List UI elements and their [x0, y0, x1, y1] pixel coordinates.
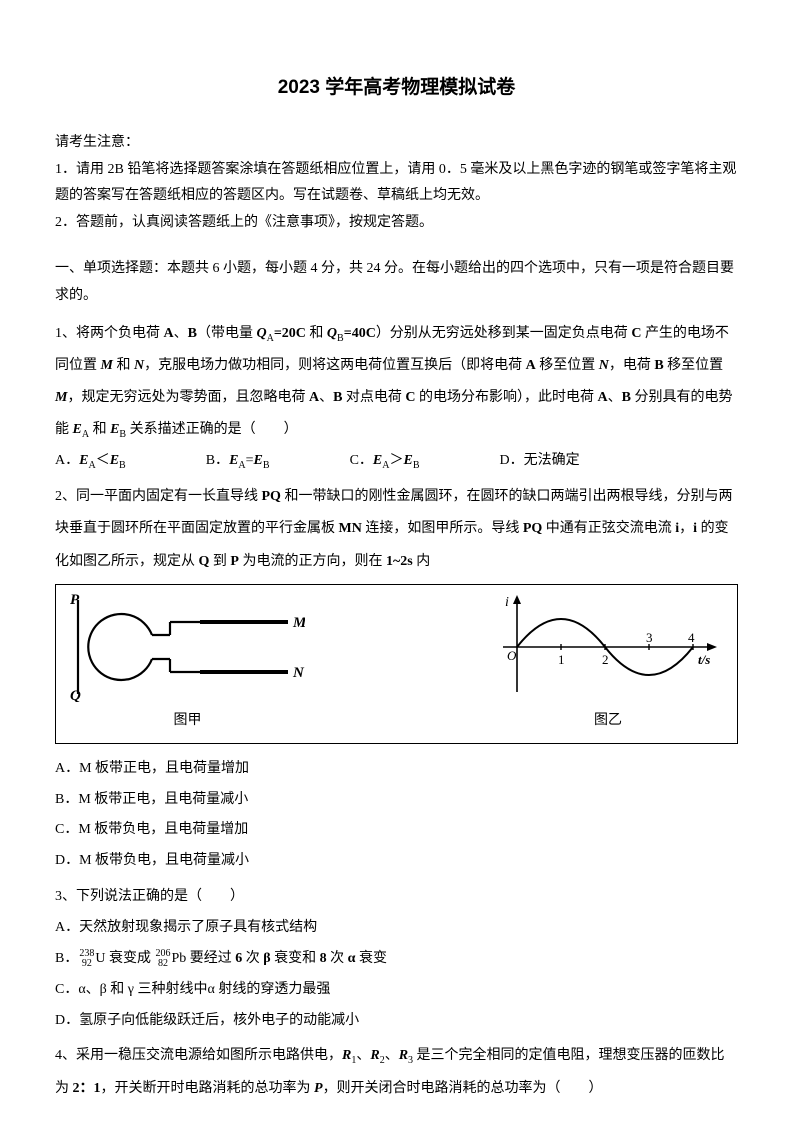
- figure-right-label: 图乙: [594, 708, 622, 735]
- q2-option-a: A．M 板带正电，且电荷量增加: [55, 754, 738, 785]
- axis-t-label: t/s: [698, 652, 710, 667]
- notice-line-2: 2．答题前，认真阅读答题纸上的《注意事项》，按规定答题。: [55, 210, 738, 237]
- label-Q: Q: [70, 688, 81, 702]
- question-2-options: A．M 板带正电，且电荷量增加 B．M 板带正电，且电荷量减小 C．M 板带负电…: [55, 754, 738, 877]
- notice-header: 请考生注意：: [55, 130, 738, 157]
- question-2-figure: P Q M N 图甲: [55, 584, 738, 744]
- circuit-diagram-icon: P Q M N: [70, 592, 305, 702]
- q1-option-b: B．EA=EB: [206, 446, 270, 477]
- tick-3: 3: [646, 630, 653, 645]
- label-P: P: [70, 592, 80, 608]
- question-2-stem: 2、同一平面内固定有一长直导线 PQ 和一带缺口的刚性金属圆环，在圆环的缺口两端…: [55, 481, 738, 578]
- figure-left-label: 图甲: [174, 708, 202, 735]
- question-4: 4、采用一稳压交流电源给如图所示电路供电，R1、R2、R3 是三个完全相同的定值…: [55, 1040, 738, 1104]
- question-3-stem: 3、下列说法正确的是（ ）: [55, 881, 738, 913]
- question-1-options: A．EA＜EB B．EA=EB C．EA＞EB D．无法确定: [55, 446, 738, 477]
- label-M: M: [292, 615, 305, 631]
- question-2: 2、同一平面内固定有一长直导线 PQ 和一带缺口的刚性金属圆环，在圆环的缺口两端…: [55, 481, 738, 877]
- q3-option-c: C．α、β 和 γ 三种射线中α 射线的穿透力最强: [55, 975, 738, 1006]
- figure-left-panel: P Q M N 图甲: [70, 592, 305, 735]
- figure-right-panel: i O t/s 1 2 3 4 图乙: [493, 592, 723, 735]
- q1-option-c: C．EA＞EB: [350, 446, 420, 477]
- label-N: N: [292, 665, 305, 681]
- q2-option-b: B．M 板带正电，且电荷量减小: [55, 785, 738, 816]
- question-3: 3、下列说法正确的是（ ） A．天然放射现象揭示了原子具有核式结构 B．2389…: [55, 881, 738, 1036]
- q3-option-d: D．氢原子向低能级跃迁后，核外电子的动能减小: [55, 1006, 738, 1037]
- q1-option-a: A．EA＜EB: [55, 446, 126, 477]
- tick-1: 1: [558, 652, 565, 667]
- axis-origin-label: O: [507, 648, 517, 663]
- notice-line-1: 1．请用 2B 铅笔将选择题答案涂填在答题纸相应位置上，请用 0．5 毫米及以上…: [55, 157, 738, 210]
- tick-2: 2: [602, 652, 609, 667]
- question-4-stem: 4、采用一稳压交流电源给如图所示电路供电，R1、R2、R3 是三个完全相同的定值…: [55, 1040, 738, 1104]
- q1-option-d: D．无法确定: [500, 446, 580, 477]
- question-1-stem: 1、将两个负电荷 A、B（带电量 QA=20C 和 QB=40C）分别从无穷远处…: [55, 318, 738, 447]
- question-3-options: A．天然放射现象揭示了原子具有核式结构 B．23892U 衰变成 20682Pb…: [55, 913, 738, 1036]
- sine-wave-chart-icon: i O t/s 1 2 3 4: [493, 592, 723, 702]
- page-title: 2023 学年高考物理模拟试卷: [55, 70, 738, 106]
- axis-i-label: i: [505, 595, 509, 610]
- question-1: 1、将两个负电荷 A、B（带电量 QA=20C 和 QB=40C）分别从无穷远处…: [55, 318, 738, 478]
- tick-4: 4: [688, 630, 695, 645]
- q2-option-c: C．M 板带负电，且电荷量增加: [55, 815, 738, 846]
- instructions-block: 请考生注意： 1．请用 2B 铅笔将选择题答案涂填在答题纸相应位置上，请用 0．…: [55, 130, 738, 236]
- q3-option-b: B．23892U 衰变成 20682Pb 要经过 6 次 β 衰变和 8 次 α…: [55, 944, 738, 975]
- q3-option-a: A．天然放射现象揭示了原子具有核式结构: [55, 913, 738, 944]
- q2-option-d: D．M 板带负电，且电荷量减小: [55, 846, 738, 877]
- section-1-intro: 一、单项选择题：本题共 6 小题，每小题 4 分，共 24 分。在每小题给出的四…: [55, 256, 738, 309]
